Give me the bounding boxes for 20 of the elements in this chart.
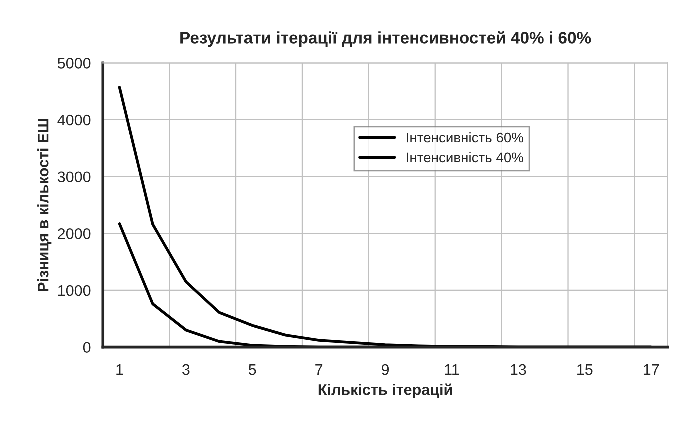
legend-label: Інтенсивність 60% — [407, 132, 524, 143]
x-axis-title: Кількість ітерацій — [318, 384, 452, 398]
y-tick-label: 4000 — [58, 114, 91, 126]
y-tick-label: 5000 — [58, 58, 91, 69]
x-tick-label: 9 — [382, 364, 390, 376]
y-tick-label: 2000 — [58, 228, 91, 240]
x-tick-label: 5 — [248, 364, 256, 376]
x-tick-label: 15 — [578, 364, 593, 376]
y-tick-label: 0 — [83, 342, 91, 354]
x-tick-label: 1 — [116, 364, 124, 376]
x-tick-label: 3 — [182, 364, 190, 376]
y-tick-label: 3000 — [58, 172, 91, 183]
y-axis-title: Різниця в кількості ЕШ — [38, 119, 52, 292]
y-tick-label: 1000 — [58, 285, 91, 296]
legend-label: Інтенсивність 40% — [407, 152, 524, 163]
chart-title: Результати ітерації для інтенсивностей 40% і 60% — [180, 31, 592, 48]
x-tick-label: 7 — [316, 364, 323, 376]
x-tick-label: 13 — [511, 364, 526, 376]
x-tick-label: 11 — [445, 364, 460, 376]
x-tick-label: 17 — [644, 364, 660, 376]
